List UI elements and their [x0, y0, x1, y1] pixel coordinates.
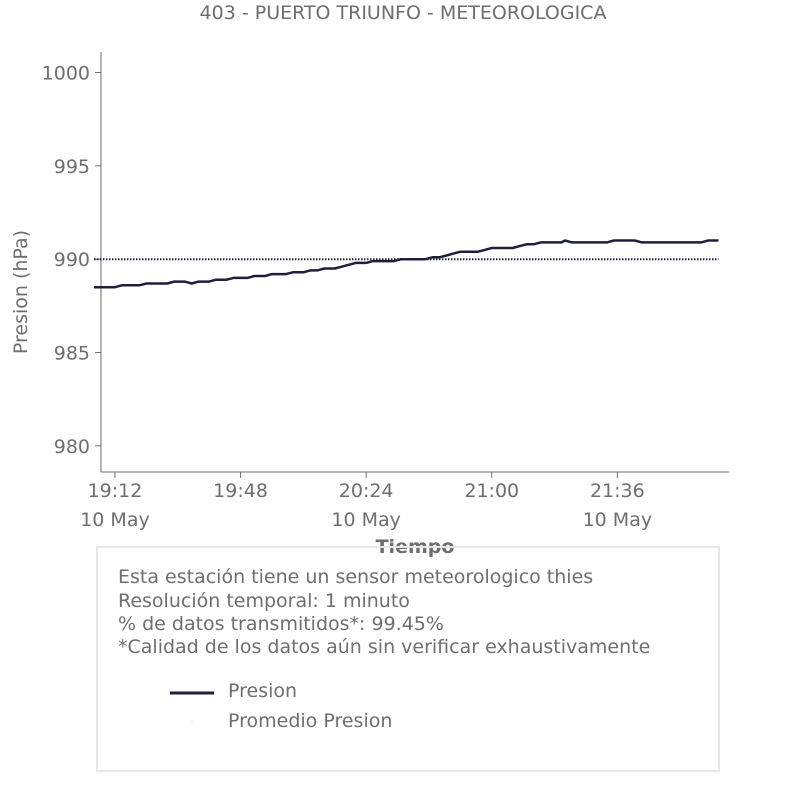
x-tick-label: 20:24: [339, 480, 394, 502]
info-line-sensor: Esta estación tiene un sensor meteorolog…: [118, 566, 594, 588]
y-tick-label: 995: [54, 156, 90, 178]
legend-label-promedio: Promedio Presion: [228, 710, 393, 732]
y-tick-label: 990: [54, 249, 90, 271]
x-tick-label: 21:36: [590, 480, 645, 502]
info-line-quality: *Calidad de los datos aún sin verificar …: [118, 636, 651, 658]
x-tick-sublabel: 10 May: [80, 509, 150, 531]
info-line-resolution: Resolución temporal: 1 minuto: [118, 590, 410, 612]
x-tick-sublabel: 10 May: [583, 509, 653, 531]
legend-swatches: [170, 691, 214, 722]
y-tick-label: 985: [54, 343, 90, 365]
x-tick-label: 19:12: [88, 480, 143, 502]
info-line-transmitted: % de datos transmitidos*: 99.45%: [118, 613, 444, 635]
info-legend-box: Esta estación tiene un sensor meteorolog…: [96, 546, 720, 772]
series-presion: [94, 239, 719, 289]
x-tick-label: 21:00: [464, 480, 519, 502]
x-tick-sublabel: 10 May: [331, 509, 401, 531]
y-tick-label: 980: [54, 436, 90, 458]
y-axis-label: Presion (hPa): [10, 230, 32, 354]
x-tick-label: 19:48: [213, 480, 268, 502]
chart-title: 403 - PUERTO TRIUNFO - METEOROLOGICA: [199, 2, 607, 24]
pressure-chart: 980 985 990 995 1000 19:12 10 May 19:48 20:24 10 …: [10, 52, 729, 558]
y-tick-label: 1000: [42, 63, 90, 85]
legend-label-presion: Presion: [228, 680, 298, 702]
